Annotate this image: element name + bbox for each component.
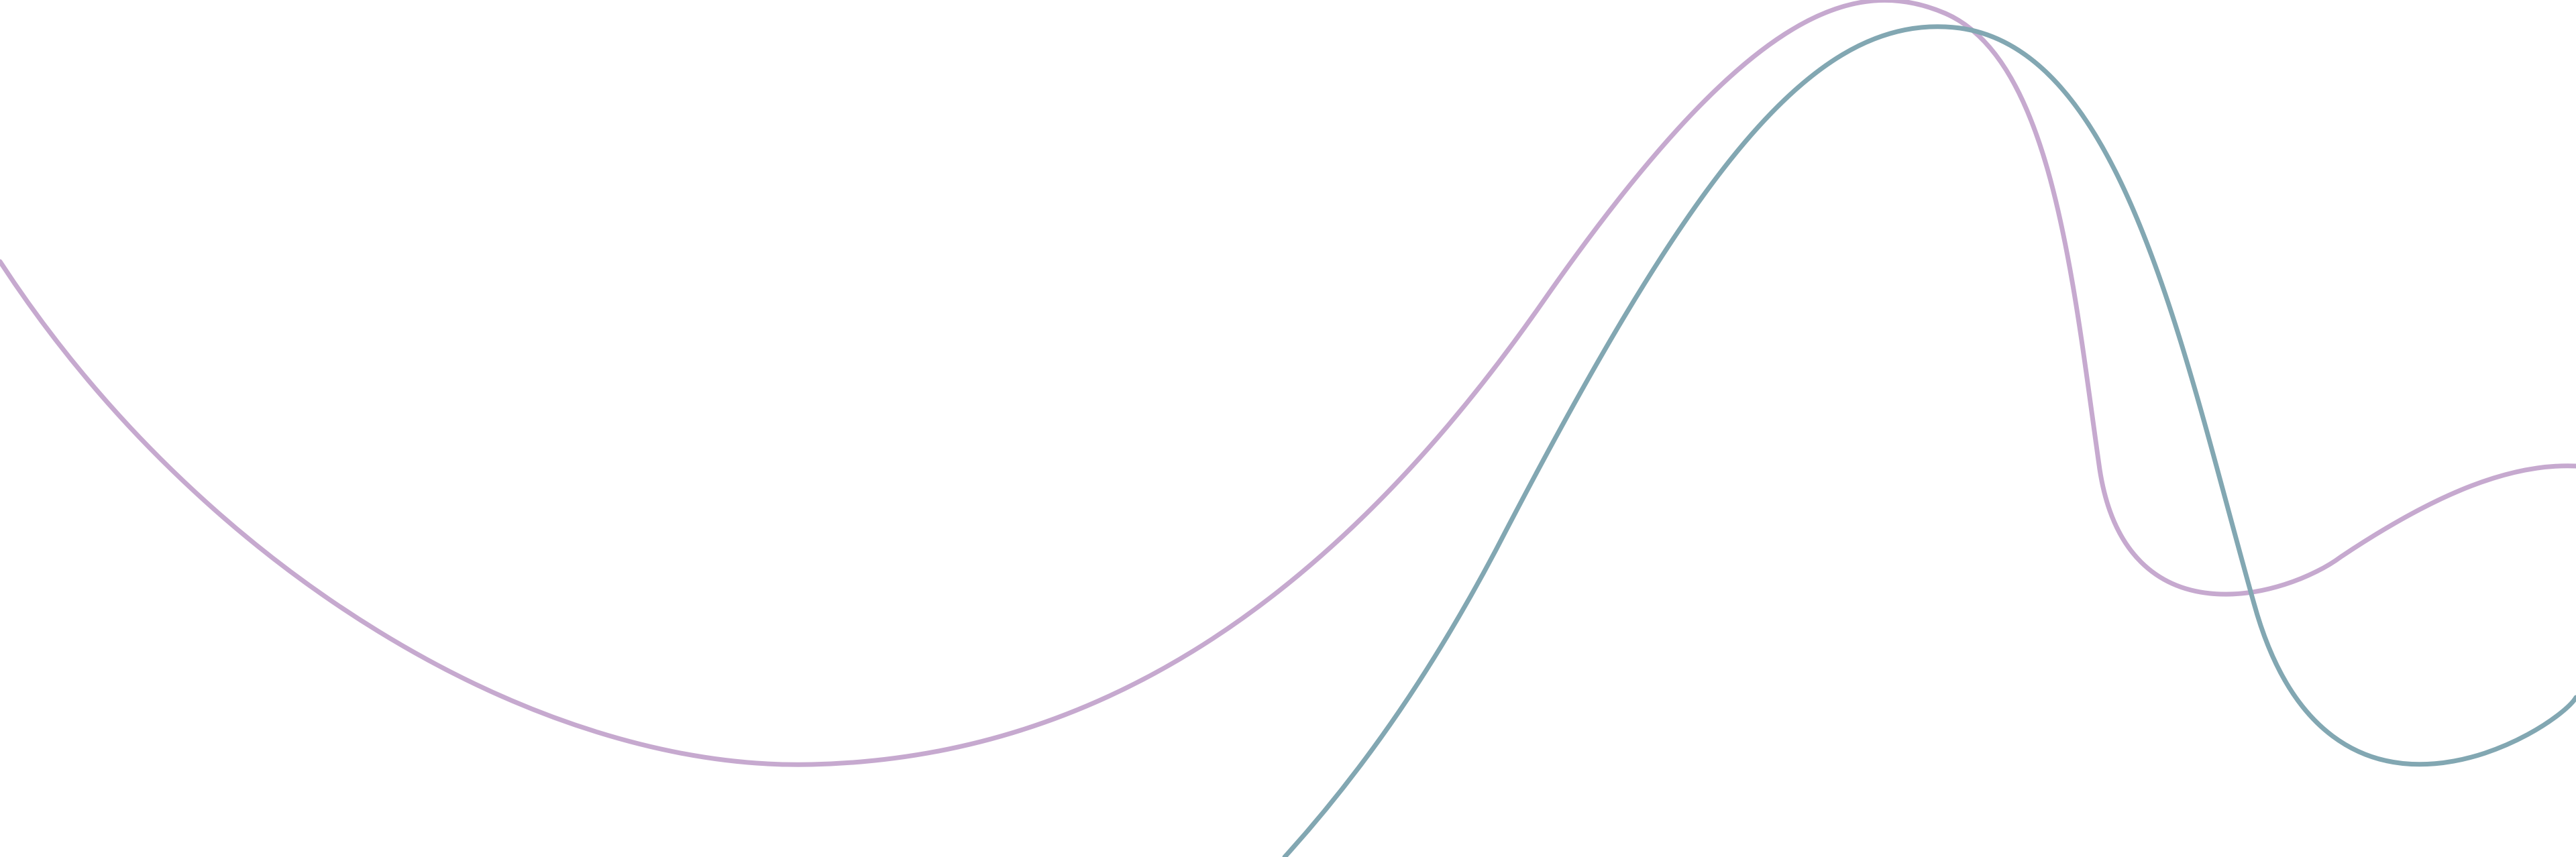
purple-curve <box>0 0 2576 767</box>
teal-curve <box>1282 24 2576 857</box>
